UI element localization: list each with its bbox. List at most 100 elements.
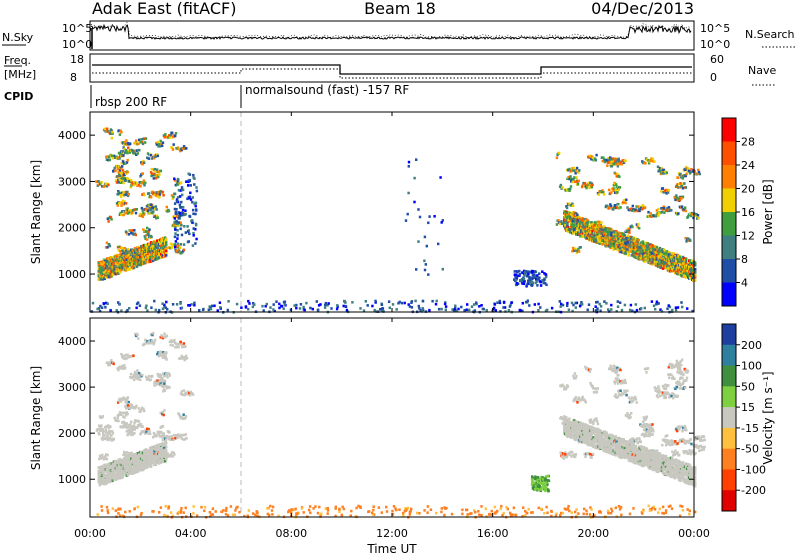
data-cell bbox=[612, 206, 616, 209]
data-cell bbox=[142, 228, 145, 231]
data-cell bbox=[162, 194, 165, 197]
data-cell bbox=[610, 308, 613, 311]
data-cell bbox=[573, 249, 576, 252]
data-cell bbox=[116, 263, 120, 266]
data-cell bbox=[522, 282, 525, 286]
data-cell bbox=[572, 303, 575, 307]
data-cell bbox=[692, 266, 695, 269]
data-cell bbox=[139, 185, 142, 188]
data-cell bbox=[151, 243, 154, 246]
data-cell bbox=[122, 202, 125, 206]
data-cell bbox=[119, 129, 122, 133]
data-cell bbox=[188, 232, 191, 236]
power-ylabel: Slant Range [km] bbox=[29, 160, 43, 264]
data-cell bbox=[141, 140, 144, 144]
data-cell bbox=[143, 183, 146, 187]
data-cell bbox=[165, 249, 168, 253]
data-cell bbox=[653, 160, 656, 163]
data-cell bbox=[559, 305, 562, 308]
freq-panel-frame bbox=[89, 53, 695, 83]
data-cell bbox=[107, 220, 110, 223]
data-cell bbox=[571, 309, 574, 313]
data-cell bbox=[149, 195, 153, 199]
data-cell bbox=[155, 214, 159, 218]
data-cell bbox=[643, 206, 647, 209]
data-cell bbox=[588, 186, 591, 190]
data-cell bbox=[606, 204, 609, 208]
data-cell bbox=[666, 206, 669, 210]
nave-label: Nave bbox=[748, 64, 776, 77]
data-cell bbox=[615, 175, 619, 178]
data-cell bbox=[570, 169, 573, 173]
data-cell bbox=[581, 303, 584, 306]
data-cell bbox=[324, 303, 327, 307]
data-cell bbox=[674, 259, 678, 262]
data-cell bbox=[145, 245, 149, 249]
data-cell bbox=[173, 215, 177, 219]
data-cell bbox=[694, 261, 697, 265]
data-cell bbox=[173, 179, 177, 182]
data-cell bbox=[342, 304, 345, 308]
data-cell bbox=[146, 226, 149, 230]
data-cell bbox=[528, 278, 531, 281]
data-cell bbox=[618, 232, 621, 235]
data-cell bbox=[113, 166, 116, 170]
data-cell bbox=[114, 459, 118, 463]
data-cell bbox=[592, 222, 595, 225]
data-cell bbox=[330, 307, 333, 310]
data-cell bbox=[667, 304, 670, 307]
data-cell bbox=[154, 244, 157, 247]
data-cell bbox=[672, 252, 676, 255]
data-cell bbox=[658, 246, 662, 250]
data-cell bbox=[638, 209, 641, 213]
data-cell bbox=[118, 177, 121, 180]
data-cell bbox=[578, 304, 582, 308]
data-cell bbox=[407, 191, 410, 195]
data-cell bbox=[415, 268, 418, 271]
data-cell bbox=[526, 274, 529, 278]
data-cell bbox=[610, 160, 613, 163]
data-cell bbox=[154, 155, 157, 159]
data-cell bbox=[613, 159, 617, 163]
data-cell bbox=[139, 141, 142, 144]
data-cell bbox=[351, 301, 354, 304]
data-cell bbox=[539, 306, 542, 309]
data-cell bbox=[660, 210, 664, 214]
data-cell bbox=[657, 207, 660, 211]
data-cell bbox=[141, 249, 145, 252]
data-cell bbox=[157, 145, 160, 148]
data-cell bbox=[673, 255, 677, 258]
data-cell bbox=[129, 142, 132, 145]
data-cell bbox=[126, 170, 129, 174]
data-cell bbox=[146, 156, 149, 160]
power-data bbox=[90, 127, 701, 314]
data-cell bbox=[569, 213, 573, 216]
data-cell bbox=[190, 219, 193, 223]
data-cell bbox=[181, 211, 184, 215]
data-cell bbox=[637, 222, 640, 226]
colorbar-tick-label: 24 bbox=[741, 159, 755, 172]
data-cell bbox=[120, 130, 123, 134]
data-cell bbox=[98, 309, 102, 313]
data-cell bbox=[694, 264, 697, 267]
data-cell bbox=[186, 197, 189, 201]
data-cell bbox=[482, 307, 485, 311]
data-cell bbox=[124, 151, 127, 154]
data-cell bbox=[181, 213, 184, 217]
data-cell bbox=[661, 187, 665, 190]
data-cell bbox=[666, 264, 670, 267]
data-cell bbox=[152, 172, 155, 176]
data-cell bbox=[135, 265, 139, 268]
data-cell bbox=[194, 204, 197, 208]
data-cell bbox=[612, 161, 615, 165]
data-cell bbox=[597, 238, 600, 242]
data-cell bbox=[119, 257, 123, 261]
data-cell bbox=[121, 193, 124, 196]
data-cell bbox=[123, 459, 127, 462]
data-cell bbox=[440, 307, 443, 311]
data-cell bbox=[635, 308, 639, 312]
data-cell bbox=[574, 301, 577, 305]
data-cell bbox=[586, 227, 589, 231]
data-cell bbox=[415, 158, 418, 161]
